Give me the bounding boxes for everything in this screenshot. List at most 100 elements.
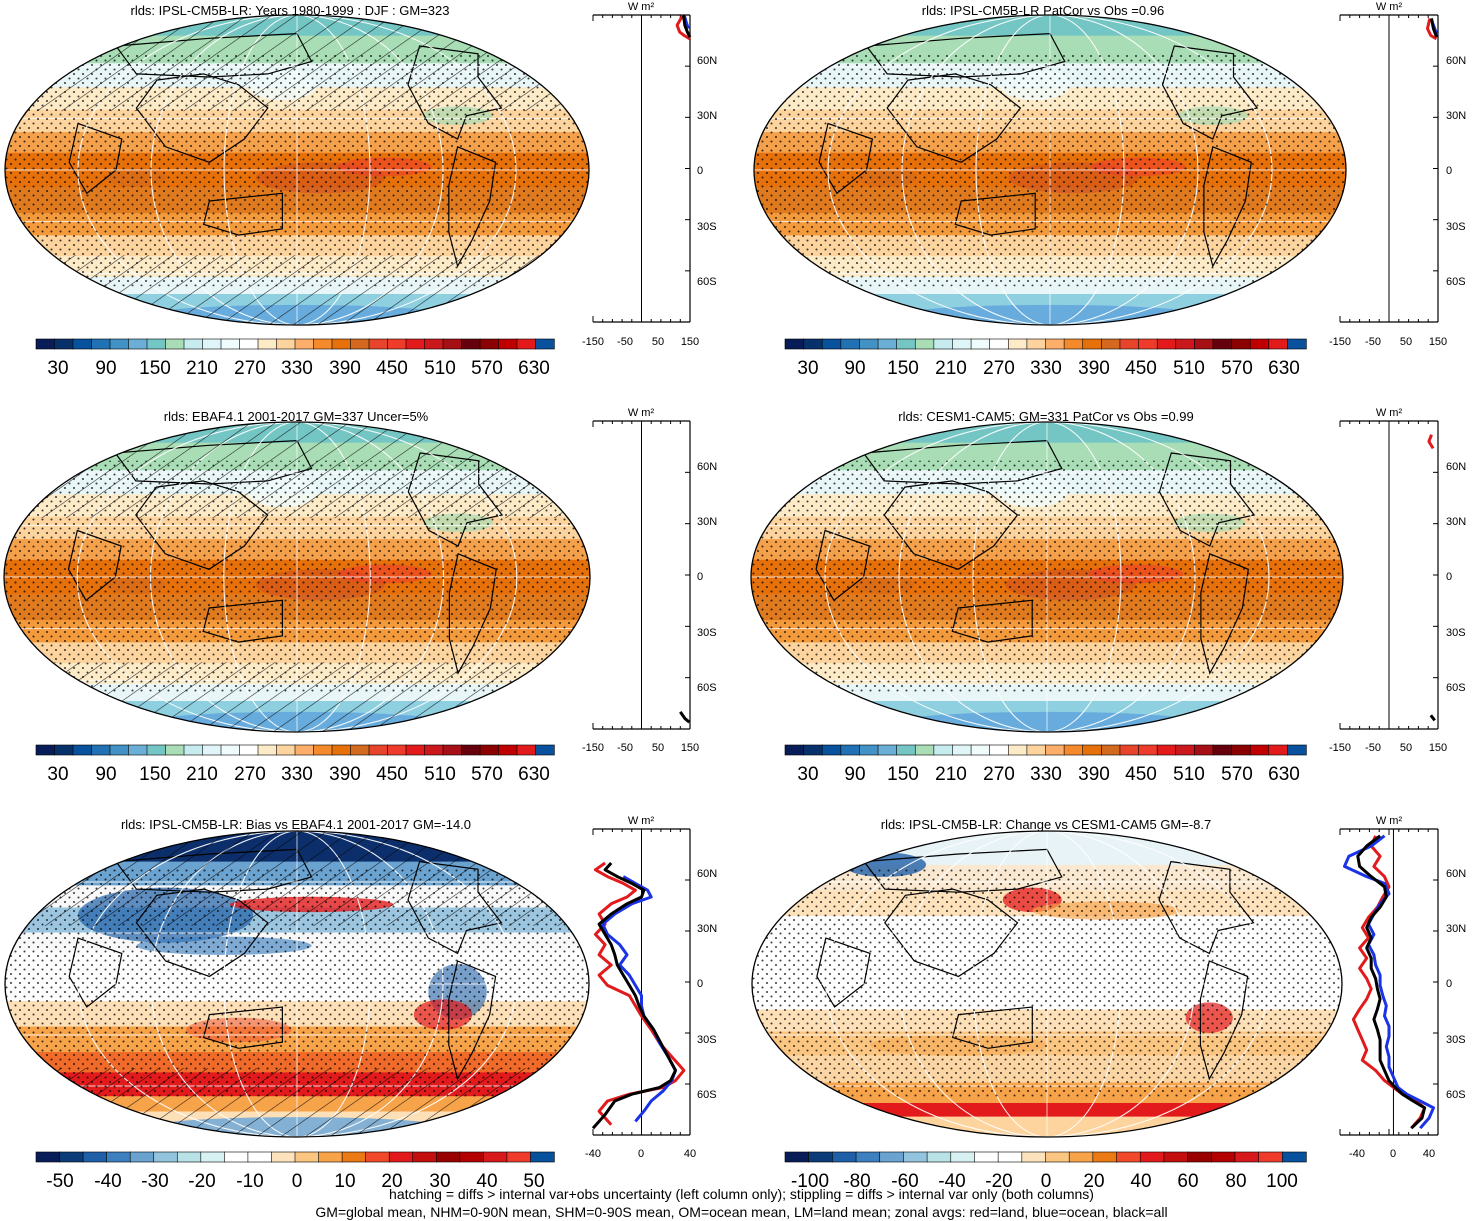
zonal-series-line <box>1356 834 1427 1130</box>
colorbar-label: 30 <box>47 358 68 379</box>
panel-observations: rlds: EBAF4.1 2001-2017 GM=337 Uncer=5% … <box>3 407 717 785</box>
panel-title: rlds: IPSL-CM5B-LR: Years 1980-1999 : DJ… <box>130 3 449 18</box>
colorbar-swatch <box>1163 1151 1189 1163</box>
colorbar-swatch <box>128 338 148 350</box>
stippling-overlay <box>752 869 1342 1099</box>
zonal-x-tick: -50 <box>1365 742 1381 754</box>
colorbar-swatch <box>1007 744 1028 756</box>
colorbar-label: 40 <box>476 1171 497 1192</box>
colorbar-swatch <box>202 338 222 350</box>
colorbar-swatch <box>54 338 74 350</box>
colorbar-swatch <box>1082 744 1103 756</box>
colorbar-label: 90 <box>844 764 865 785</box>
colorbar-swatch <box>1026 744 1047 756</box>
map-border <box>4 830 590 1138</box>
colorbar-label: -40 <box>94 1171 121 1192</box>
colorbar-label: 0 <box>1041 1171 1052 1192</box>
colorbar-swatch <box>128 744 148 756</box>
colorbar-label: 630 <box>518 358 550 379</box>
zonal-lat-tick: 0 <box>697 978 703 990</box>
zonal-x-tick: -150 <box>582 742 604 754</box>
colorbar-swatch <box>1175 338 1196 350</box>
colorbar-label: 270 <box>983 358 1015 379</box>
zonal-x-tick: 50 <box>652 742 664 754</box>
colorbar-swatch <box>896 744 916 756</box>
colorbar-label: 630 <box>1268 358 1300 379</box>
colorbar-swatch <box>176 1151 202 1163</box>
colorbar-swatch <box>483 1151 508 1163</box>
colorbar-swatch <box>1082 338 1103 350</box>
zonal-lat-tick: 60N <box>1446 461 1466 473</box>
colorbar-swatch <box>1101 744 1121 756</box>
colorbar-swatch <box>1119 744 1140 756</box>
colorbar-swatch <box>271 1151 296 1163</box>
colorbar-swatch <box>1139 1151 1165 1163</box>
colorbar-swatch <box>506 1151 532 1163</box>
colorbar-label: -20 <box>985 1171 1012 1192</box>
colorbar-label: 390 <box>329 764 361 785</box>
colorbar-swatch <box>498 338 518 350</box>
colorbar-labels: 30 90 150 210 270 330 390 450 510 570 63… <box>47 764 549 785</box>
colorbar-swatch <box>950 1151 976 1163</box>
colorbar-swatch <box>331 744 352 756</box>
colorbar-swatch <box>368 744 389 756</box>
colorbar-swatch <box>1021 1151 1047 1163</box>
zonal-x-tick: 0 <box>1390 1148 1396 1160</box>
colorbar-swatch <box>926 1151 952 1163</box>
colorbar-label: 390 <box>1078 358 1110 379</box>
colorbar-swatch <box>91 744 111 756</box>
zonal-x-tick: -40 <box>1349 1148 1365 1160</box>
zonal-series-line <box>675 14 691 41</box>
colorbar-swatch <box>276 744 296 756</box>
colorbar-label: 80 <box>1225 1171 1246 1192</box>
colorbar <box>784 338 1307 350</box>
colorbar-label: 630 <box>1268 764 1300 785</box>
colorbar-swatch <box>1234 1151 1260 1163</box>
colorbar-labels: 30 90 150 210 270 330 390 450 510 570 63… <box>797 764 1299 785</box>
colorbar-swatch <box>1231 338 1251 350</box>
colorbar-label: 330 <box>1030 358 1062 379</box>
colorbar-swatch <box>461 744 481 756</box>
colorbar-swatch <box>535 338 555 350</box>
colorbar-label: 30 <box>797 358 818 379</box>
colorbar-swatch <box>35 338 56 350</box>
colorbar-label: 390 <box>1078 764 1110 785</box>
colorbar-swatch <box>59 1151 84 1163</box>
colorbar-swatch <box>72 338 93 350</box>
colorbar-swatch <box>331 338 352 350</box>
colorbar-label: 90 <box>844 358 865 379</box>
colorbar-label: 450 <box>1125 764 1157 785</box>
colorbar-swatch <box>952 744 972 756</box>
panel-title: rlds: CESM1-CAM5: GM=331 PatCor vs Obs =… <box>898 409 1194 424</box>
colorbar-label: 450 <box>1125 358 1157 379</box>
colorbar-swatch <box>350 744 370 756</box>
colorbar-label: 270 <box>983 764 1015 785</box>
colorbar-label: 30 <box>797 764 818 785</box>
zonal-lat-tick: 30N <box>697 923 717 935</box>
colorbar-swatch <box>1282 1151 1307 1163</box>
colorbar-swatch <box>1138 744 1158 756</box>
colorbar-swatch <box>1258 1151 1284 1163</box>
map-plot <box>753 14 1347 326</box>
colorbar-swatch <box>165 338 185 350</box>
colorbar-swatch <box>970 744 991 756</box>
zonal-lat-tick: 30N <box>697 516 717 528</box>
colorbar-swatch <box>294 744 315 756</box>
colorbar <box>35 338 555 350</box>
colorbar-swatch <box>368 338 389 350</box>
colorbar-label: 90 <box>95 764 116 785</box>
colorbar-swatch <box>896 338 916 350</box>
colorbar <box>35 744 555 756</box>
colorbar-swatch <box>903 1151 928 1163</box>
map-plot <box>750 421 1344 733</box>
colorbar-labels: -50 -40 -30 -20 -10 0 10 20 30 40 50 <box>46 1171 544 1192</box>
colorbar-label: 330 <box>281 358 313 379</box>
zonal-unit-label: W m² <box>628 1 655 13</box>
zonal-x-tick: 150 <box>1429 742 1447 754</box>
colorbar-swatch <box>840 744 861 756</box>
colorbar-label: 570 <box>471 764 503 785</box>
colorbar-label: 20 <box>381 1171 402 1192</box>
colorbar-swatch <box>442 744 463 756</box>
zonal-lat-tick: 30S <box>697 1034 717 1046</box>
colorbar-swatch <box>294 338 315 350</box>
